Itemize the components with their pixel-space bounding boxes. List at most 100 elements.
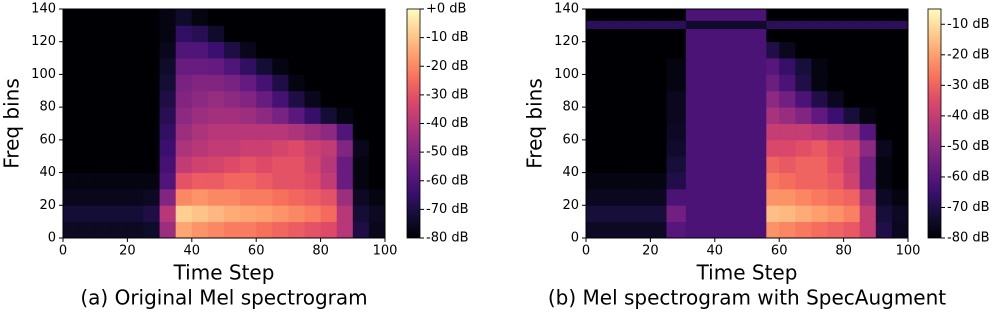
heatmap-cell [875,188,893,206]
heatmap-cell [336,74,354,92]
heatmap-cell [618,20,635,30]
heatmap-cell [875,172,893,190]
heatmap-cell [336,25,354,43]
heatmap-cell [891,188,909,206]
heatmap-cell [272,74,289,92]
heatmap-cell [240,205,257,223]
heatmap-cell [304,9,321,26]
colorbar-tick-label: -80 dB [947,231,990,246]
colorbar-tick-label: -30 dB [426,87,469,102]
heatmap-cell [602,205,619,223]
heatmap-cell [240,221,257,239]
heatmap-cell [666,156,687,173]
heatmap-cell [127,172,144,190]
heatmap-cell [240,172,257,190]
heatmap-cell [95,221,112,239]
heatmap-cell [811,188,828,206]
heatmap-cell [859,221,877,239]
heatmap-cell [288,188,305,206]
heatmap-cell [79,41,96,59]
heatmap-cell [891,58,909,75]
heatmap-cell [79,9,96,26]
heatmap-cell [256,188,273,206]
heatmap-cell [224,205,241,223]
heatmap-cell [79,107,96,124]
heatmap-cell [63,139,80,157]
heatmap-cell [191,205,209,223]
heatmap-cell [79,123,96,141]
heatmap-cell [891,20,909,30]
heatmap-cell [191,188,209,206]
heatmap-cell [766,74,780,92]
heatmap-cell [602,58,619,75]
heatmap-cell [336,107,354,124]
heatmap-cell [795,139,812,157]
heatmap-cell [766,107,780,124]
heatmap-cell [827,205,844,223]
heatmap-cell [618,123,635,141]
heatmap-cell [143,139,160,157]
heatmap-cell [586,188,603,206]
heatmap-cell [352,107,370,124]
heatmap-cell [127,221,144,239]
colorbar-tick-label: -10 dB [947,17,990,32]
heatmap-cell [288,74,305,92]
heatmap-cell [891,107,909,124]
heatmap-cell [336,139,354,157]
heatmap-cell [256,139,273,157]
heatmap-cell [875,139,893,157]
caption: (b) Mel spectrogram with SpecAugment [548,286,946,310]
heatmap-cell [875,221,893,239]
heatmap-cell [288,58,305,75]
heatmap-cell [111,205,128,223]
heatmap-cell [368,9,386,26]
heatmap-cell [602,41,619,59]
heatmap-cell [618,221,635,239]
heatmap-cell [586,20,603,30]
heatmap-cell [843,74,861,92]
heatmap-cell [586,28,603,43]
heatmap-cell [256,41,273,59]
heatmap-cell [685,139,767,157]
heatmap-cell [891,139,909,157]
caption: (a) Original Mel spectrogram [80,286,367,310]
heatmap-cell [95,123,112,141]
heatmap-cell [766,221,780,239]
heatmap-cell [288,205,305,223]
heatmap-cell [320,123,338,141]
heatmap-cell [602,90,619,108]
heatmap-cell [827,58,844,75]
heatmap-cell [320,139,338,157]
heatmap-cell [320,41,338,59]
colorbar-tick-label: -20 dB [426,59,469,74]
heatmap-cell [79,205,96,223]
heatmap-cell [304,156,321,173]
heatmap-cell [618,28,635,43]
heatmap-cell [224,9,241,26]
heatmap-cell [685,74,767,92]
heatmap-cell [859,74,877,92]
heatmap-cell [256,90,273,108]
heatmap-cell [352,139,370,157]
heatmap-cell [779,58,796,75]
heatmap-cell [827,139,844,157]
heatmap-cell [272,58,289,75]
heatmap-cell [352,188,370,206]
heatmap-cell [795,188,812,206]
heatmap-cell [143,25,160,43]
heatmap-cell [650,205,667,223]
heatmap-cell [143,107,160,124]
heatmap-cell [191,9,209,26]
heatmap-cell [224,41,241,59]
heatmap-cell [859,41,877,59]
heatmap-cell [224,139,241,157]
heatmap-cell [891,28,909,43]
heatmap-cell [602,123,619,141]
heatmap-cell [272,107,289,124]
heatmap-cell [111,25,128,43]
heatmap-cell [891,41,909,59]
heatmap-cell [859,90,877,108]
heatmap-cell [272,41,289,59]
heatmap-cell [602,9,619,21]
